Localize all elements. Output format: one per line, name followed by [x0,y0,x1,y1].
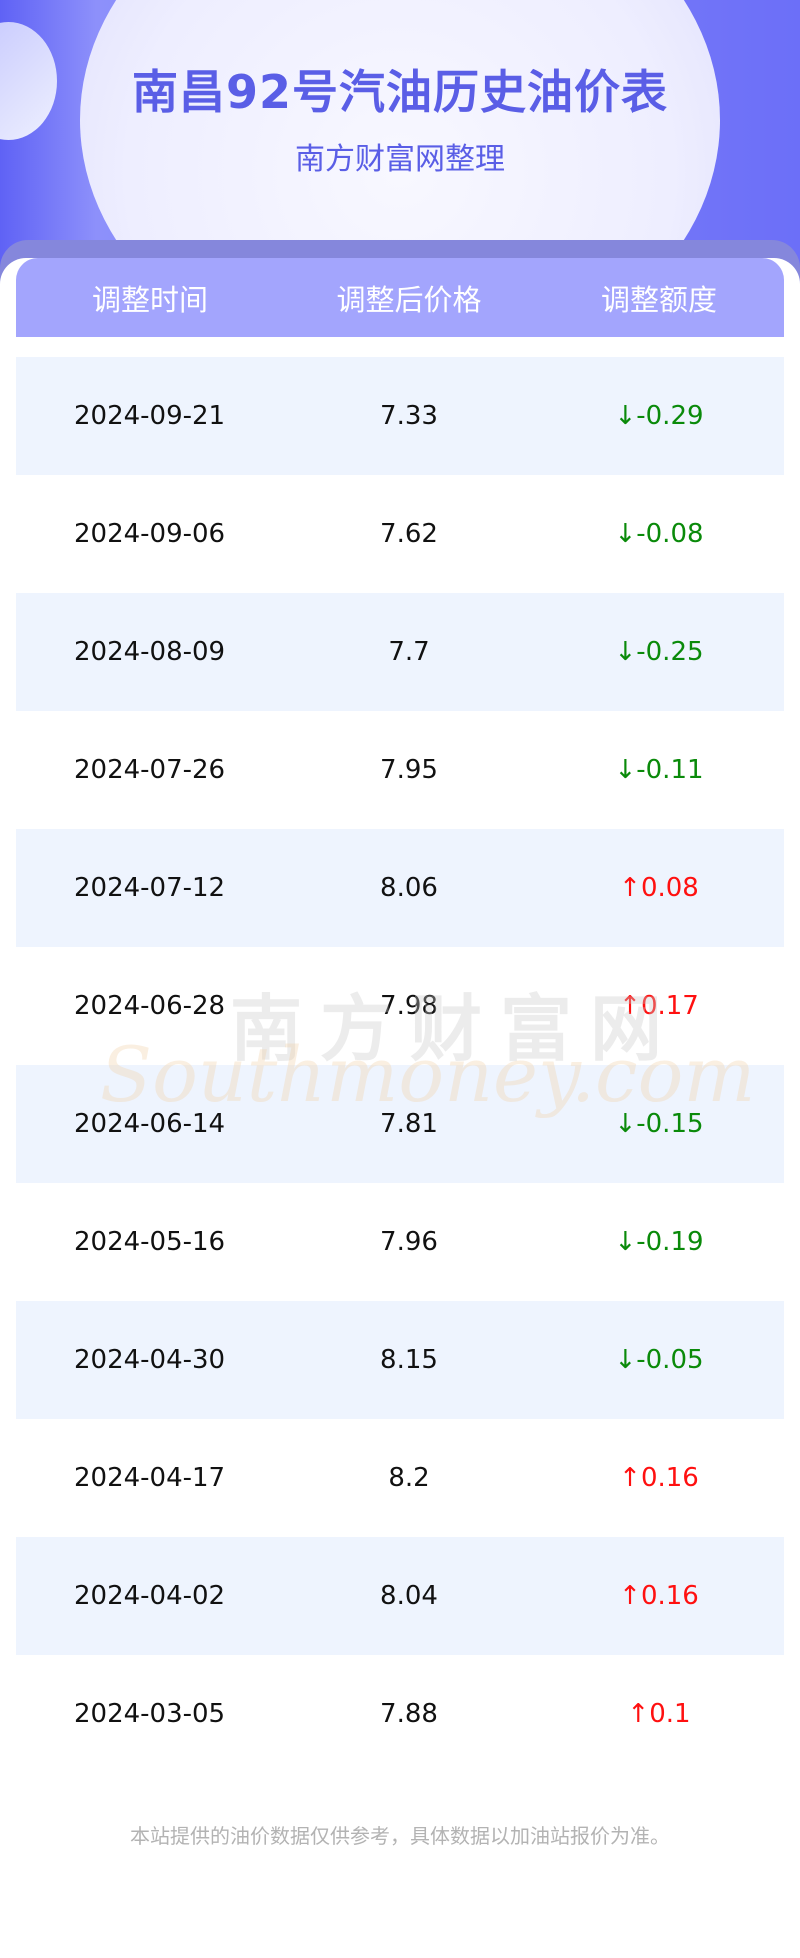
cell-date: 2024-09-06 [74,519,226,549]
cell-price: 8.04 [380,1581,438,1611]
cell-date: 2024-07-26 [74,755,226,785]
cell-price: 8.06 [380,873,438,903]
cell-price: 7.81 [380,1109,438,1139]
cell-date: 2024-06-28 [74,991,226,1021]
table-row: 2024-06-14 7.81 ↓-0.15 [16,1065,784,1183]
cell-price: 8.2 [388,1463,430,1493]
cell-date: 2024-08-09 [74,637,226,667]
cell-change: ↓-0.19 [614,1227,704,1257]
cell-date: 2024-05-16 [74,1227,226,1257]
table-row: 2024-09-21 7.33 ↓-0.29 [16,357,784,475]
cell-price: 7.98 [380,991,438,1021]
table-row: 2024-06-28 7.98 ↑0.17 [16,947,784,1065]
cell-change: ↑0.16 [619,1581,699,1611]
header-price: 调整后价格 [336,282,482,317]
page-title: 南昌92号汽油历史油价表 [131,65,668,119]
cell-change: ↓-0.11 [614,755,704,785]
cell-date: 2024-04-02 [74,1581,226,1611]
cell-date: 2024-04-30 [74,1345,226,1375]
cell-change: ↓-0.25 [614,637,704,667]
cell-price: 7.62 [380,519,438,549]
table-row: 2024-04-17 8.2 ↑0.16 [16,1419,784,1537]
table-row: 2024-05-16 7.96 ↓-0.19 [16,1183,784,1301]
cell-date: 2024-09-21 [74,401,226,431]
cell-price: 8.15 [380,1345,438,1375]
cell-price: 7.95 [380,755,438,785]
table-header: 调整时间 调整后价格 调整额度 [16,258,784,337]
table-row: 2024-03-05 7.88 ↑0.1 [16,1655,784,1773]
cell-date: 2024-07-12 [74,873,226,903]
table-row: 2024-08-09 7.7 ↓-0.25 [16,593,784,711]
cell-change: ↑0.1 [627,1699,691,1729]
cell-date: 2024-03-05 [74,1699,226,1729]
table-row: 2024-09-06 7.62 ↓-0.08 [16,475,784,593]
header-date: 调整时间 [91,282,208,317]
cell-date: 2024-04-17 [74,1463,226,1493]
cell-change: ↓-0.08 [614,519,704,549]
cell-price: 7.88 [380,1699,438,1729]
table-row: 2024-07-26 7.95 ↓-0.11 [16,711,784,829]
cell-change: ↑0.16 [619,1463,699,1493]
table-row: 2024-04-02 8.04 ↑0.16 [16,1537,784,1655]
cell-change: ↓-0.15 [614,1109,704,1139]
cell-date: 2024-06-14 [74,1109,226,1139]
table-row: 2024-07-12 8.06 ↑0.08 [16,829,784,947]
page-subtitle: 南方财富网整理 [295,142,505,177]
footer-note: 本站提供的油价数据仅供参考，具体数据以加油站报价为准。 [130,1824,670,1848]
table-body: 2024-09-21 7.33 ↓-0.29 2024-09-06 7.62 ↓-0.08… [16,357,784,1773]
header-change: 调整额度 [600,282,717,317]
cell-price: 7.33 [380,401,438,431]
cell-change: ↓-0.29 [614,401,704,431]
cell-change: ↑0.17 [619,991,699,1021]
cell-price: 7.96 [380,1227,438,1257]
cell-change: ↑0.08 [619,873,699,903]
table-row: 2024-04-30 8.15 ↓-0.05 [16,1301,784,1419]
cell-price: 7.7 [388,637,430,667]
cell-change: ↓-0.05 [614,1345,704,1375]
